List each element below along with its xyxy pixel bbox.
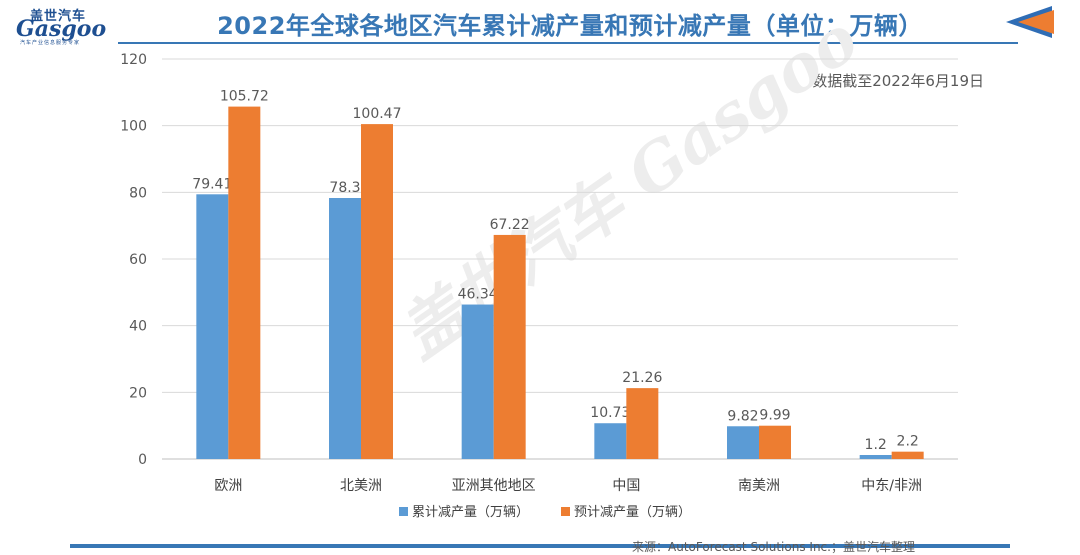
- data-label: 2.2: [897, 434, 919, 450]
- bar-cumulative: [461, 304, 494, 459]
- bar-cumulative: [594, 423, 627, 459]
- bar-forecast: [759, 425, 791, 459]
- y-tick-label: 0: [138, 452, 147, 468]
- x-tick-label: 亚洲其他地区: [452, 478, 536, 494]
- legend-label: 预计减产量（万辆）: [574, 505, 691, 520]
- back-arrow-icon[interactable]: [1004, 4, 1056, 40]
- data-label: 9.82: [727, 408, 758, 424]
- bar-forecast: [493, 234, 526, 459]
- x-tick-label: 南美洲: [738, 478, 780, 494]
- logo-english-text: Gasgoo: [16, 16, 107, 42]
- data-label: 105.72: [220, 89, 269, 105]
- data-date-note: 数据截至2022年6月19日: [812, 72, 984, 90]
- data-label: 78.3: [329, 180, 360, 196]
- data-label: 100.47: [353, 106, 402, 122]
- source-note: 来源：AutoForecast Solutions Inc.；盖世汽车整理: [632, 540, 915, 554]
- y-tick-label: 100: [120, 119, 147, 135]
- logo-subtitle: 汽车产业信息服务专家: [20, 40, 81, 46]
- y-tick-label: 60: [129, 252, 147, 268]
- page-title: 2022年全球各地区汽车累计减产量和预计减产量（单位：万辆）: [217, 12, 923, 40]
- bar-forecast: [361, 124, 393, 459]
- gasgoo-logo[interactable]: 盖世汽车 Gasgoo 汽车产业信息服务专家: [14, 5, 114, 46]
- data-label: 21.26: [622, 370, 662, 386]
- x-tick-label: 中国: [612, 478, 640, 494]
- data-label: 46.34: [458, 287, 498, 303]
- y-tick-label: 20: [129, 385, 147, 401]
- y-tick-label: 80: [129, 185, 147, 201]
- logo-chinese-text: 盖世汽车: [30, 9, 87, 24]
- data-label: 9.99: [759, 408, 790, 424]
- legend-swatch: [561, 507, 570, 516]
- bar-cumulative: [727, 426, 759, 459]
- data-label: 79.41: [192, 176, 232, 192]
- x-tick-label: 欧洲: [214, 478, 242, 494]
- title-underline: [118, 42, 1018, 44]
- data-label: 1.2: [865, 437, 887, 453]
- footer-bar: [70, 544, 1010, 548]
- data-label: 67.22: [490, 217, 530, 233]
- x-tick-label: 中东/非洲: [861, 478, 922, 494]
- bar-forecast: [228, 106, 261, 459]
- legend-swatch: [399, 507, 408, 516]
- watermark: 盖世汽车 Gasgoo: [386, 2, 872, 373]
- y-tick-label: 120: [120, 52, 147, 68]
- y-tick-label: 40: [129, 319, 147, 335]
- bar-cumulative: [329, 198, 361, 459]
- data-label: 10.73: [590, 405, 630, 421]
- bar-cumulative: [859, 455, 892, 459]
- legend-label: 累计减产量（万辆）: [412, 505, 529, 520]
- bar-forecast: [891, 451, 924, 459]
- bar-forecast: [626, 388, 659, 459]
- bar-cumulative: [196, 194, 229, 460]
- header: 盖世汽车 Gasgoo 汽车产业信息服务专家 2022年全球各地区汽车累计减产量…: [0, 0, 1080, 48]
- x-tick-label: 北美洲: [340, 478, 382, 494]
